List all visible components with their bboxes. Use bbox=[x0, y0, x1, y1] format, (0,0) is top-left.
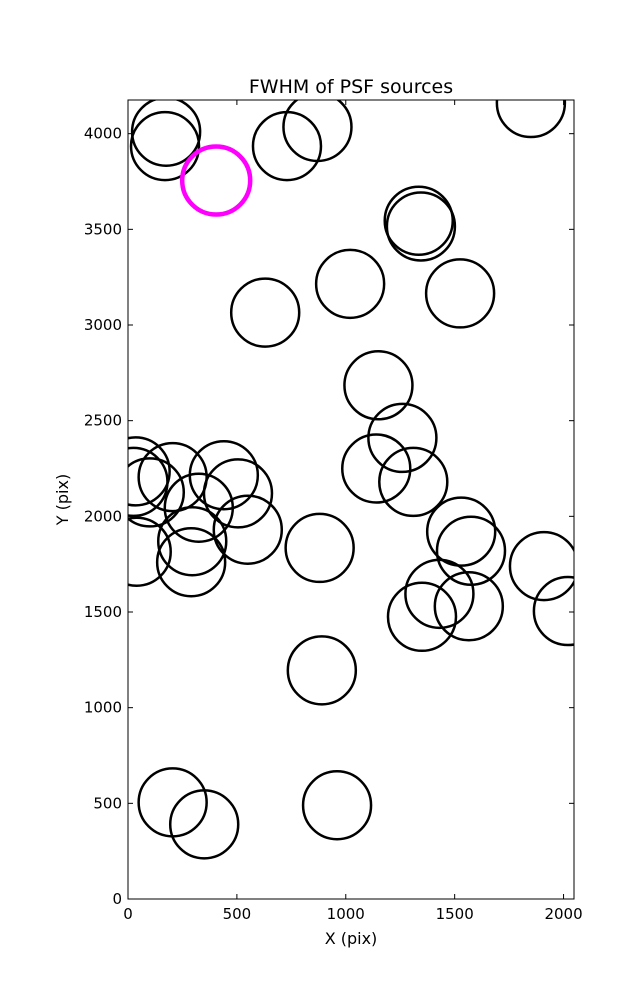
source-marker bbox=[424, 258, 496, 329]
source-marker bbox=[128, 446, 169, 518]
x-axis: 0 500 1000 1500 2000 bbox=[123, 100, 583, 923]
source-marker bbox=[383, 185, 454, 256]
source-marker bbox=[282, 100, 353, 163]
chart-title: FWHM of PSF sources bbox=[249, 76, 453, 98]
source-marker bbox=[314, 248, 386, 320]
source-marker bbox=[128, 436, 171, 507]
y-tick-label: 2000 bbox=[84, 507, 122, 525]
y-tick-label: 0 bbox=[112, 890, 122, 908]
source-marker bbox=[155, 527, 227, 598]
source-marker bbox=[156, 505, 228, 577]
source-marker bbox=[495, 100, 567, 139]
y-axis: 0 500 1000 1500 2000 2500 3000 3500 4000 bbox=[84, 125, 574, 908]
source-marker bbox=[425, 496, 497, 567]
source-marker bbox=[286, 635, 358, 706]
source-marker bbox=[168, 789, 240, 860]
y-tick-label: 3000 bbox=[84, 316, 122, 334]
source-marker bbox=[404, 558, 475, 630]
highlighted-source-marker bbox=[179, 144, 253, 217]
source-marker bbox=[130, 100, 202, 168]
source-marker bbox=[212, 494, 284, 565]
y-tick-label: 2500 bbox=[84, 412, 122, 430]
source-marker bbox=[343, 350, 414, 421]
source-marker bbox=[386, 581, 458, 653]
x-tick-label: 1000 bbox=[327, 905, 365, 923]
source-marker bbox=[229, 277, 301, 348]
source-marker bbox=[301, 769, 373, 841]
source-marker bbox=[137, 441, 208, 513]
source-marker bbox=[378, 446, 449, 518]
y-tick-label: 4000 bbox=[84, 125, 122, 143]
source-marker bbox=[532, 575, 574, 647]
y-tick-label: 1500 bbox=[84, 603, 122, 621]
x-tick-label: 2000 bbox=[544, 905, 582, 923]
source-marker bbox=[128, 457, 186, 528]
data-markers bbox=[128, 100, 574, 860]
plot-area bbox=[128, 100, 574, 899]
x-tick-label: 1500 bbox=[436, 905, 474, 923]
x-axis-title: X (pix) bbox=[325, 929, 378, 948]
source-marker bbox=[128, 516, 172, 587]
y-tick-label: 3500 bbox=[84, 220, 122, 238]
source-marker bbox=[385, 191, 457, 262]
source-marker bbox=[508, 530, 574, 602]
x-tick-label: 0 bbox=[123, 905, 133, 923]
plot-frame bbox=[127, 99, 575, 900]
y-axis-title: Y (pix) bbox=[53, 474, 72, 526]
x-tick-label: 500 bbox=[223, 905, 252, 923]
source-marker bbox=[433, 571, 505, 642]
source-marker bbox=[129, 110, 201, 182]
y-tick-label: 500 bbox=[93, 794, 122, 812]
source-marker bbox=[163, 472, 235, 543]
source-marker bbox=[341, 433, 412, 504]
source-marker bbox=[367, 402, 438, 474]
y-tick-label: 1000 bbox=[84, 699, 122, 717]
source-marker bbox=[202, 458, 274, 529]
source-marker bbox=[284, 512, 355, 584]
